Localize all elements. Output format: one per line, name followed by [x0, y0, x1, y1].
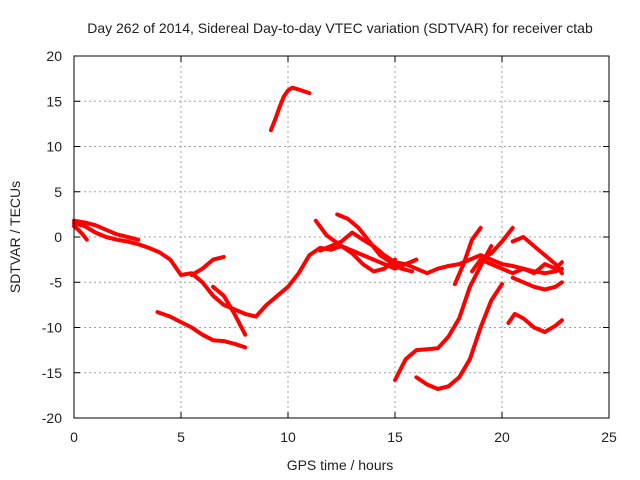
y-tick-label: -5 — [50, 274, 63, 290]
series-trace-6 — [155, 310, 248, 350]
x-tick-label: 0 — [70, 429, 78, 445]
series-trace-7 — [268, 85, 312, 133]
series-trace-11 — [393, 244, 494, 382]
chart-title: Day 262 of 2014, Sidereal Day-to-day VTE… — [87, 20, 593, 36]
y-tick-label: -10 — [42, 320, 62, 336]
series-trace-13 — [452, 225, 483, 287]
series-trace-16 — [478, 257, 564, 276]
y-tick-label: 10 — [46, 139, 62, 155]
x-axis-label: GPS time / hours — [287, 457, 394, 473]
y-tick-label: 20 — [46, 48, 62, 64]
y-tick-label: 0 — [54, 229, 62, 245]
series-trace-17 — [510, 275, 564, 292]
x-tick-label: 20 — [494, 429, 510, 445]
y-tick-label: 15 — [46, 93, 62, 109]
y-axis-label: SDTVAR / TECUs — [7, 181, 23, 293]
series-trace-2 — [72, 218, 141, 242]
series-trace-3 — [72, 224, 89, 242]
y-tick-label: -15 — [42, 365, 62, 381]
series-trace-14 — [470, 225, 515, 274]
series-trace-10 — [318, 230, 419, 267]
grid — [74, 56, 609, 418]
series-trace-18 — [506, 311, 564, 334]
series-trace-5 — [211, 284, 248, 337]
y-tick-label: 5 — [54, 184, 62, 200]
data-series — [72, 85, 564, 391]
x-tick-label: 5 — [177, 429, 185, 445]
axis-ticks: 0 5 10 15 20 25 -20 -15 -10 -5 0 5 10 15 20 — [42, 48, 617, 445]
x-tick-label: 25 — [601, 429, 617, 445]
x-tick-label: 15 — [387, 429, 403, 445]
series-trace-8 — [313, 218, 397, 274]
x-tick-label: 10 — [280, 429, 296, 445]
series-trace-4 — [189, 254, 226, 277]
series-trace-12 — [414, 282, 504, 391]
y-tick-label: -20 — [42, 410, 62, 426]
